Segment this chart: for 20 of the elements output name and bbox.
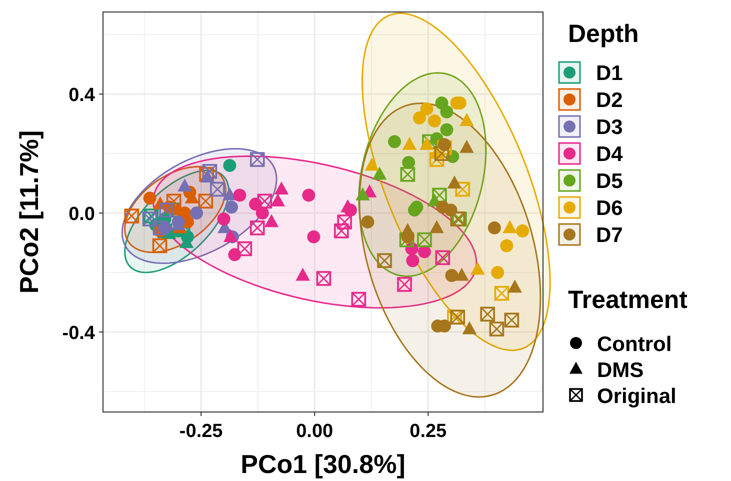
x-tick-label: 0.25 bbox=[410, 421, 448, 442]
x-axis-title: PCo1 [30.8%] bbox=[240, 449, 406, 479]
y-axis-title: PCo2 [11.7%] bbox=[14, 130, 44, 294]
y-tick-label: 0.4 bbox=[68, 85, 96, 106]
y-tick-label: -0.4 bbox=[62, 323, 96, 344]
legend-label: D1 bbox=[596, 62, 624, 85]
legend-label: D4 bbox=[596, 143, 624, 166]
x-tick-label: -0.25 bbox=[179, 421, 224, 442]
legend-label: D5 bbox=[596, 170, 624, 193]
text: Control bbox=[597, 333, 672, 356]
x-tick-label: 0.00 bbox=[296, 421, 334, 442]
text: Original bbox=[597, 385, 676, 408]
legend-label: D3 bbox=[596, 116, 623, 139]
text: DMS bbox=[597, 359, 644, 382]
legend-label: D6 bbox=[596, 197, 623, 220]
text: Treatment bbox=[568, 286, 688, 314]
y-tick-label: 0.0 bbox=[68, 204, 95, 226]
legend-label: D2 bbox=[596, 89, 623, 112]
legend-label: D7 bbox=[596, 224, 623, 247]
legend-title: Depth bbox=[568, 20, 639, 48]
